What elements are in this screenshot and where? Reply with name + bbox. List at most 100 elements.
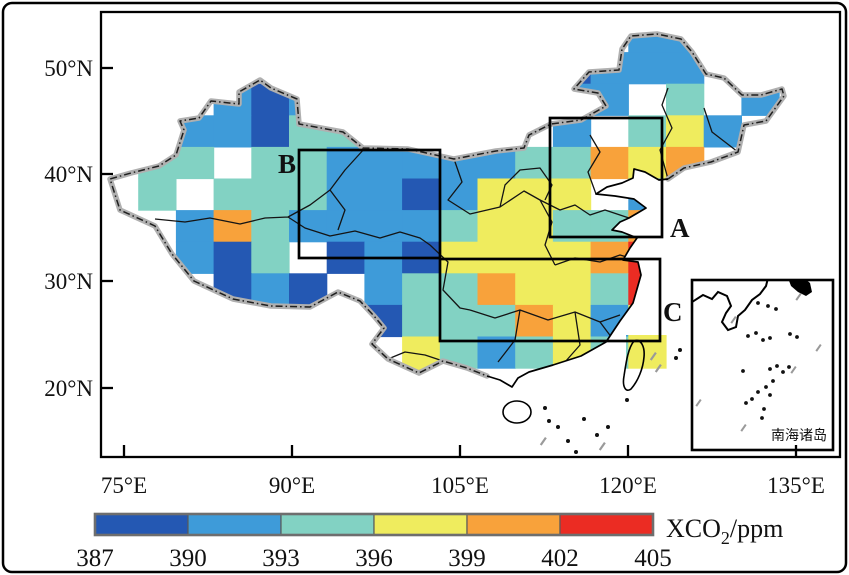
colorbar-segment: [559, 513, 654, 536]
island-dot: [574, 450, 578, 454]
colorbar-number: 387: [76, 545, 114, 572]
island-dot: [766, 304, 770, 308]
grid-cell: [552, 146, 592, 180]
grid-cell: [402, 273, 441, 306]
island-dot: [756, 390, 760, 394]
island-dot: [768, 367, 772, 371]
x-tick-label: 105°E: [431, 473, 489, 498]
colorbar-segments: [93, 512, 655, 537]
grid-cell: [666, 115, 705, 148]
colorbar-number: 399: [448, 545, 486, 572]
reef-slash: [598, 442, 606, 451]
island-dot: [625, 398, 629, 402]
grid-cell: [364, 178, 403, 211]
island-dot: [750, 397, 754, 401]
offshore-island-marks: [539, 348, 682, 454]
region-label-A: A: [670, 213, 690, 243]
x-tick-label: 135°E: [767, 473, 825, 498]
island-dot: [787, 365, 791, 369]
grid-cell: [703, 115, 742, 148]
region-box-B: [297, 148, 442, 260]
reef-slash: [740, 423, 747, 432]
colorbar-number: 402: [541, 545, 579, 572]
hainan-island: [502, 400, 532, 424]
colorbar-title: XCO2/ppm: [666, 514, 783, 548]
grid-cell: [364, 146, 403, 180]
reef-slash: [790, 366, 797, 374]
reef-slash: [815, 343, 822, 352]
reef-slash: [654, 364, 662, 373]
grid-cell: [477, 210, 516, 243]
grid-cell: [477, 178, 516, 211]
grid-cell: [213, 210, 252, 243]
axis-ticks: [101, 66, 798, 457]
inset-island-dots: [695, 292, 822, 432]
colorbar: 387 390 393 396 399 402 405 XCO2/ppm: [76, 512, 783, 572]
coastline: [486, 168, 669, 388]
grid-cell: [251, 115, 290, 148]
colorbar-outline: [93, 512, 655, 537]
island-dot: [595, 433, 599, 437]
grid-cell: [402, 178, 441, 211]
colorbar-segment: [280, 513, 375, 536]
grid-cell: [439, 210, 479, 243]
grid-cell: [628, 115, 667, 148]
y-tick-label: 50°N: [44, 56, 93, 81]
grid-cell: [552, 273, 592, 306]
x-tick-label: 75°E: [101, 473, 147, 498]
taiwan-island: [622, 339, 645, 391]
island-dot: [781, 370, 785, 374]
colorbar-number: 390: [169, 545, 207, 572]
grid-cell: [251, 146, 290, 180]
island-dot: [761, 338, 765, 342]
grid-cell: [439, 273, 479, 306]
island-dot: [771, 379, 775, 383]
y-tick-label: 30°N: [44, 269, 93, 294]
grid-cell: [289, 146, 328, 180]
grid-cell: [515, 146, 554, 180]
reef-slash: [795, 292, 802, 301]
region-box-C: [438, 257, 662, 343]
grid-cell: [402, 210, 441, 243]
island-dot: [744, 401, 748, 405]
plot-box: [99, 10, 842, 459]
grid-cell: [590, 146, 629, 180]
grid-cell: [326, 210, 365, 243]
grid-cell: [175, 146, 215, 180]
island-dot: [674, 356, 678, 360]
grid-cell: [326, 146, 365, 180]
region-box-A: [548, 116, 664, 239]
inset-land-blob: [788, 280, 812, 296]
reef-slash: [539, 436, 547, 446]
grid-cell: [326, 178, 365, 211]
colorbar-segment: [373, 513, 468, 536]
grid-cell: [251, 241, 290, 274]
grid-cell: [666, 83, 705, 116]
island-dot: [556, 425, 560, 429]
colorbar-segment: [94, 513, 189, 536]
y-tick-label: 20°N: [44, 376, 93, 401]
grid-cell: [289, 210, 328, 243]
island-dot: [768, 336, 772, 340]
grid-cell: [138, 178, 177, 211]
grid-cell: [251, 178, 290, 211]
island-dot: [606, 425, 610, 429]
colorbar-number: 393: [262, 545, 300, 572]
grid-cell: [477, 304, 516, 338]
grid-cell: [251, 273, 290, 306]
island-dot: [756, 301, 760, 305]
grid-cell: [477, 273, 516, 306]
colorbar-number: 405: [634, 545, 672, 572]
island-dot: [741, 369, 745, 373]
region-label-B: B: [278, 149, 296, 179]
national-border-dashed: [109, 33, 785, 377]
grid-cell: [628, 52, 667, 85]
grid-cell: [213, 115, 252, 148]
study-region-boxes: A B C: [278, 116, 690, 343]
grid-cell: [628, 34, 667, 53]
island-dot: [543, 406, 547, 410]
grid-cell: [213, 241, 252, 274]
grid-cell: [364, 273, 403, 306]
inset-coastline: [692, 280, 769, 332]
